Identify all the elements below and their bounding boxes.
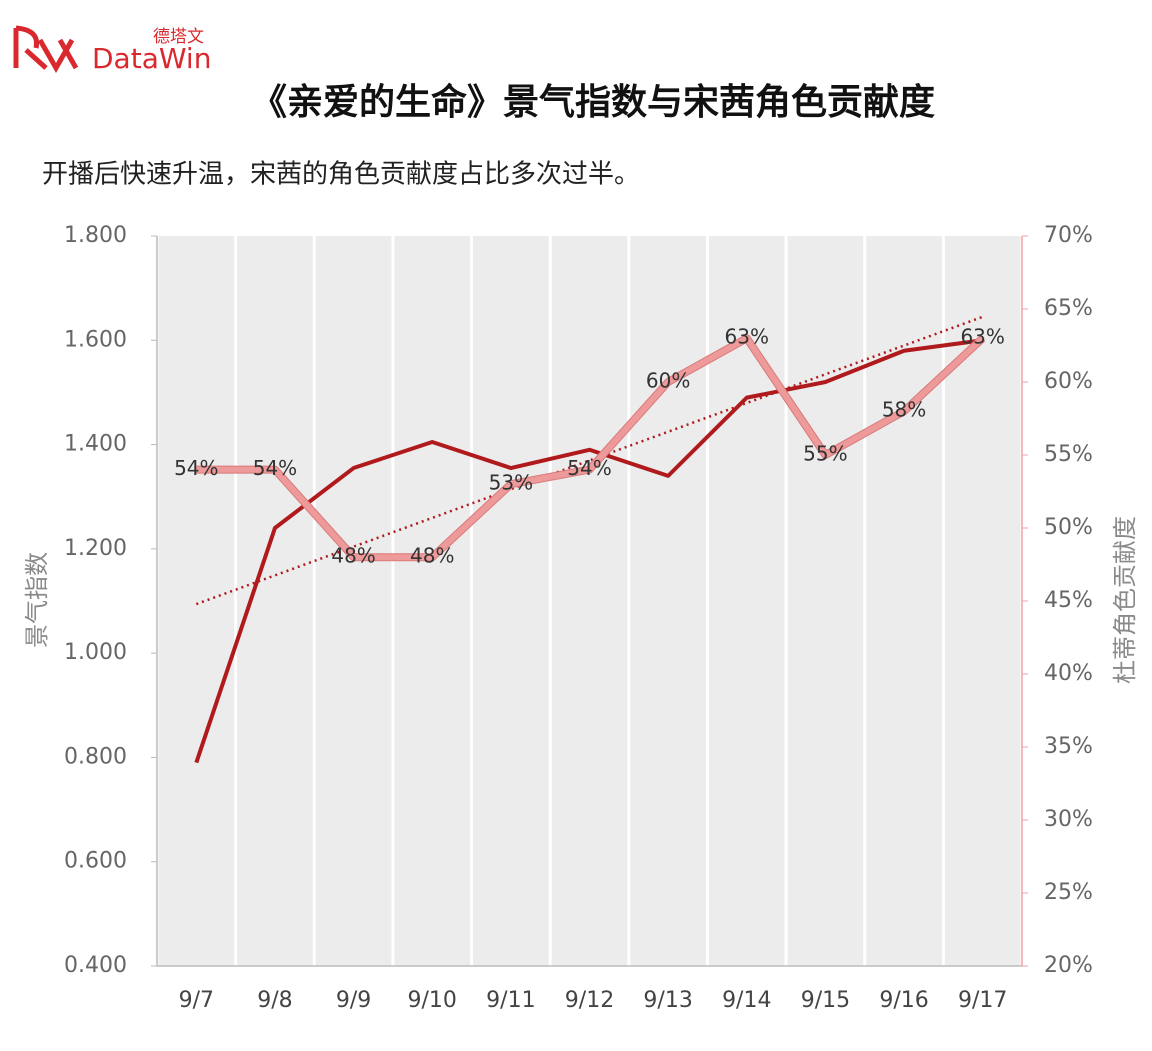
chart-subtitle: 开播后快速升温，宋茜的角色贡献度占比多次过半。 xyxy=(42,160,640,190)
y2-tick-label: 50% xyxy=(1044,515,1093,540)
x-tick-label: 9/9 xyxy=(336,988,371,1013)
y-tick-label: 1.000 xyxy=(64,640,127,665)
series-line xyxy=(194,338,983,764)
y2-tick-label: 55% xyxy=(1044,442,1093,467)
y2-tick-label: 25% xyxy=(1044,880,1093,905)
trendline xyxy=(195,315,984,606)
y2-tick-label: 45% xyxy=(1044,588,1093,613)
y2-tick-label: 70% xyxy=(1044,223,1093,248)
data-label: 54% xyxy=(174,456,218,480)
data-label: 60% xyxy=(646,369,690,393)
x-tick-label: 9/11 xyxy=(486,988,535,1013)
data-label: 63% xyxy=(960,325,1004,349)
series-line xyxy=(196,335,985,561)
y-tick-label: 1.200 xyxy=(64,536,127,561)
y-tick-label: 0.400 xyxy=(64,953,127,978)
x-tick-label: 9/17 xyxy=(958,988,1007,1013)
x-tick-label: 9/8 xyxy=(257,988,292,1013)
y-tick-label: 1.800 xyxy=(64,223,127,248)
y2-tick-label: 60% xyxy=(1044,369,1093,394)
y2-tick-label: 35% xyxy=(1044,734,1093,759)
y-tick-label: 1.600 xyxy=(64,327,127,352)
plot-background xyxy=(157,236,1022,966)
y2-tick-label: 20% xyxy=(1044,953,1093,978)
x-tick-label: 9/7 xyxy=(179,988,214,1013)
x-tick-label: 9/10 xyxy=(408,988,457,1013)
data-label: 48% xyxy=(331,544,375,568)
y2-tick-label: 65% xyxy=(1044,296,1093,321)
data-label: 55% xyxy=(803,442,847,466)
y-tick-label: 0.600 xyxy=(64,849,127,874)
x-tick-label: 9/13 xyxy=(643,988,692,1013)
logo-mark xyxy=(13,25,79,74)
y-tick-label: 1.400 xyxy=(64,432,127,457)
logo-cn: 德塔文 xyxy=(153,27,204,47)
x-tick-label: 9/15 xyxy=(801,988,850,1013)
data-label: 63% xyxy=(725,325,769,349)
data-label: 54% xyxy=(567,456,611,480)
data-label: 48% xyxy=(410,544,454,568)
logo-brand: DataWin xyxy=(92,42,211,75)
y-tick-label: 0.800 xyxy=(64,744,127,769)
x-tick-label: 9/16 xyxy=(879,988,928,1013)
chart-title: 《亲爱的生命》景气指数与宋茜角色贡献度 xyxy=(251,81,935,123)
y2-tick-label: 30% xyxy=(1044,807,1093,832)
data-label: 53% xyxy=(489,471,533,495)
x-tick-label: 9/12 xyxy=(565,988,614,1013)
y2-tick-label: 40% xyxy=(1044,661,1093,686)
data-label: 58% xyxy=(882,398,926,422)
data-label: 54% xyxy=(253,456,297,480)
y2-axis-title: 杜蒂角色贡献度 xyxy=(1111,516,1139,684)
x-tick-label: 9/14 xyxy=(722,988,771,1013)
y-axis-title: 景气指数 xyxy=(23,552,51,648)
